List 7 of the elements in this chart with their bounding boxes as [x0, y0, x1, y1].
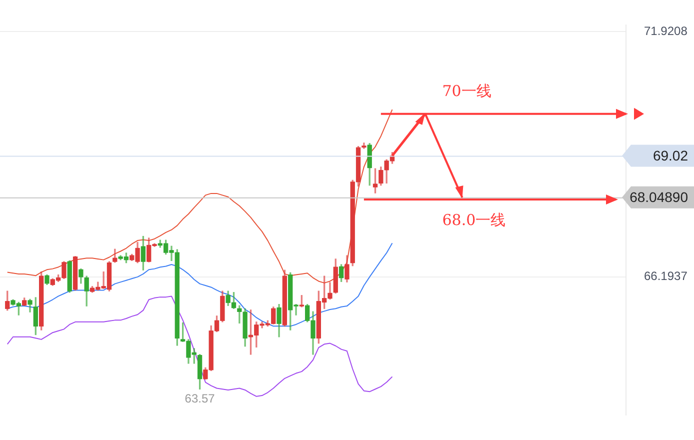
ref-line-label: 69.02	[652, 148, 688, 164]
ref-line-label: 68.04890	[630, 189, 688, 206]
annotation: 63.57	[184, 391, 216, 406]
y-tick-label: 71.9208	[644, 24, 688, 38]
ref-line-label: 70一线	[442, 82, 492, 100]
y-tick-label: 66.1937	[644, 269, 688, 284]
ref-line-label: 68.0一线	[442, 210, 506, 229]
